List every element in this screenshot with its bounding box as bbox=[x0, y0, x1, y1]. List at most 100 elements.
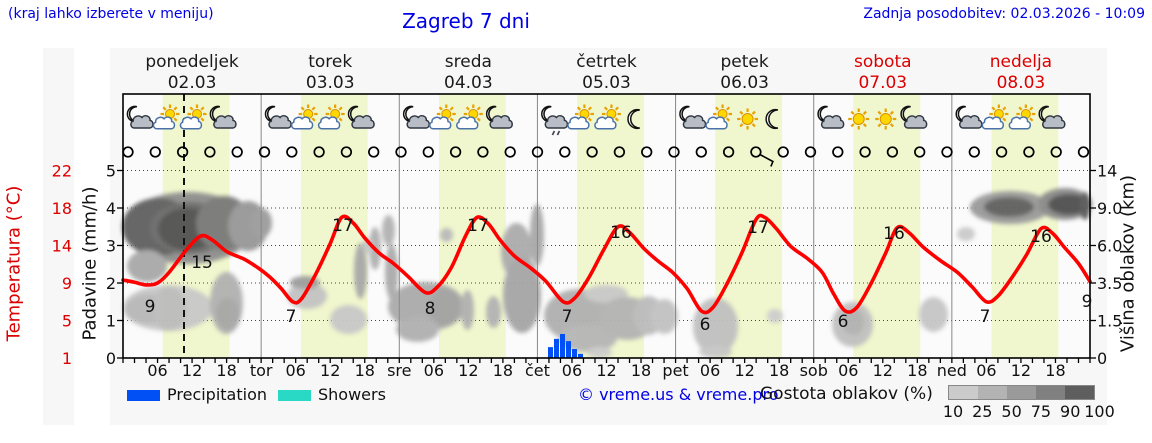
temp-axis-strip bbox=[43, 48, 74, 425]
weather-icon-mc bbox=[209, 105, 237, 129]
hour-label: 12 bbox=[320, 361, 340, 380]
density-segment bbox=[1007, 386, 1036, 399]
cloud-tick-label: 1.5 bbox=[1097, 312, 1122, 331]
wind-calm-circle bbox=[1023, 146, 1035, 158]
hour-label: 06 bbox=[976, 361, 996, 380]
weather-icon-mc bbox=[126, 105, 154, 129]
weather-icon-mc bbox=[955, 105, 983, 129]
showers-legend-label: Showers bbox=[318, 385, 386, 404]
hour-label: 06 bbox=[285, 361, 305, 380]
wind-calm-circle bbox=[750, 146, 762, 158]
temperature-value-label: 7 bbox=[980, 307, 991, 327]
temp-tick-label: 5 bbox=[62, 312, 72, 331]
density-value: 10 bbox=[942, 402, 964, 421]
day-abbrev-label: sob bbox=[800, 361, 828, 380]
temperature-value-label: 17 bbox=[747, 218, 769, 238]
day-abbrev-label: tor bbox=[250, 361, 273, 380]
wind-calm-circle bbox=[832, 146, 844, 158]
density-value: 100 bbox=[1084, 402, 1115, 421]
day-date: 07.03 bbox=[858, 73, 907, 93]
day-abbrev-label: pet bbox=[662, 361, 688, 380]
temperature-value-label: 9 bbox=[145, 297, 156, 317]
cloud-blob bbox=[584, 285, 628, 303]
cloud-blob bbox=[440, 228, 453, 242]
precipitation-legend-swatch bbox=[127, 390, 160, 401]
hour-label: 06 bbox=[147, 361, 167, 380]
temp-tick-label: 14 bbox=[52, 237, 72, 256]
day-name: sobota bbox=[854, 52, 912, 72]
hour-label: 18 bbox=[631, 361, 651, 380]
precipitation-legend-label: Precipitation bbox=[167, 385, 268, 404]
wind-calm-circle bbox=[722, 146, 735, 158]
axis-ticks bbox=[117, 169, 1096, 363]
wind-calm-circle bbox=[586, 146, 598, 158]
temperature-value-label: 7 bbox=[562, 307, 573, 327]
hour-label: 06 bbox=[562, 361, 582, 380]
showers-legend-swatch bbox=[278, 390, 311, 401]
wind-calm-circle bbox=[176, 146, 189, 158]
density-segment bbox=[949, 386, 978, 399]
weather-icon-mc bbox=[485, 105, 513, 129]
menu-hint: (kraj lahko izberete v meniju) bbox=[8, 6, 214, 22]
cloud-density-scale bbox=[948, 385, 1095, 400]
weather-icon-m bbox=[765, 108, 779, 130]
cloud-tick-label: 0 bbox=[1097, 349, 1107, 368]
precip-tick-label: 3 bbox=[106, 237, 116, 256]
weather-icon-sc bbox=[705, 104, 733, 130]
hour-axis-labels: 06 12 18 06 12 18 06 12 18 06 12 18 06 12 18 06 12 18 06 12… bbox=[147, 361, 1065, 380]
day-abbrev-label: čet bbox=[525, 361, 550, 380]
hour-label: 12 bbox=[596, 361, 616, 380]
cloud-blob bbox=[919, 297, 948, 332]
wind-calm-circle bbox=[477, 146, 489, 158]
temperature-value-label: 7 bbox=[286, 307, 297, 327]
last-update-timestamp: Zadnja posodobitev: 02.03.2026 - 10:09 bbox=[863, 6, 1145, 22]
density-value: 50 bbox=[1001, 402, 1022, 421]
hour-label: 12 bbox=[734, 361, 754, 380]
temp-tick-label: 22 bbox=[52, 162, 72, 181]
wind-calm-circle bbox=[559, 146, 571, 158]
cloud-blob bbox=[382, 215, 395, 246]
cloud-tick-label: 6.0 bbox=[1097, 237, 1122, 256]
day-name: torek bbox=[308, 52, 352, 72]
hour-label: 18 bbox=[493, 361, 513, 380]
copyright-link[interactable]: © vreme.us & vreme.pro bbox=[578, 385, 779, 404]
cloud-blob bbox=[1080, 192, 1090, 220]
day-date: 03.03 bbox=[306, 73, 355, 93]
cloud-blob bbox=[486, 296, 501, 328]
temperature-value-label: 16 bbox=[610, 223, 632, 243]
cloud-blob bbox=[429, 289, 460, 326]
cloud-blob bbox=[651, 299, 678, 334]
day-date: 02.03 bbox=[168, 73, 217, 93]
wind-calm-circle bbox=[340, 146, 353, 158]
cloud-blob bbox=[127, 250, 167, 282]
cloud-blob bbox=[503, 257, 541, 333]
hour-label: 18 bbox=[907, 361, 927, 380]
temp-tick-label: 1 bbox=[62, 349, 72, 368]
weather-icon-sc bbox=[429, 104, 456, 130]
wind-calm-circle bbox=[149, 146, 161, 158]
cloud-blob bbox=[984, 197, 1034, 217]
weather-icon-sc bbox=[290, 104, 318, 130]
wind-calm-circle bbox=[641, 146, 653, 158]
wind-calm-circle bbox=[313, 146, 325, 158]
weather-icon-sc bbox=[152, 104, 180, 130]
cloud-blob bbox=[354, 243, 367, 299]
cloud-blob bbox=[587, 347, 612, 358]
density-segment bbox=[978, 386, 1007, 399]
hour-label: 12 bbox=[458, 361, 478, 380]
density-segment bbox=[1065, 386, 1094, 399]
temperature-point-labels: 9 15 7 17 8 17 7 16 6 17 6 16 7 16 9 bbox=[145, 216, 1093, 335]
hour-label: 06 bbox=[838, 361, 858, 380]
weather-icon-mc bbox=[1038, 105, 1066, 129]
weather-icon-m bbox=[627, 108, 640, 130]
weather-icon-mcr bbox=[541, 105, 569, 136]
cloud-blob bbox=[461, 290, 474, 330]
temp-tick-label: 9 bbox=[62, 274, 72, 293]
cloud-tick-label: 14 bbox=[1097, 162, 1117, 181]
weather-icon-mc bbox=[347, 105, 375, 129]
cloud-blob bbox=[216, 298, 240, 330]
day-date: 08.03 bbox=[997, 73, 1046, 93]
daylight-band bbox=[991, 94, 1059, 358]
